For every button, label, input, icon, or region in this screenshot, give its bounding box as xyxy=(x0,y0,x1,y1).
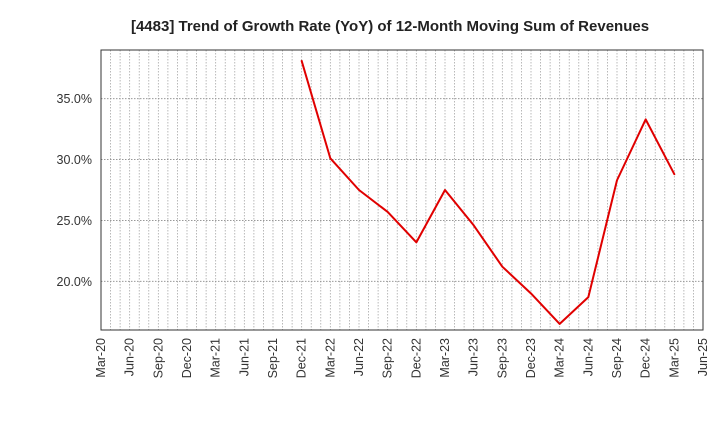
y-tick-label: 25.0% xyxy=(57,214,92,228)
y-tick-label: 35.0% xyxy=(57,92,92,106)
gridlines xyxy=(100,50,704,330)
plot-frame xyxy=(100,49,704,331)
y-tick-label: 20.0% xyxy=(57,275,92,289)
chart-title: [4483] Trend of Growth Rate (YoY) of 12-… xyxy=(131,18,649,35)
series-line xyxy=(300,59,676,325)
plot-area xyxy=(101,50,703,330)
series-layer xyxy=(300,59,676,325)
x-tick-label: Sep-22 xyxy=(381,338,395,378)
x-tick-label: Jun-25 xyxy=(696,338,710,376)
x-tick-label: Mar-25 xyxy=(667,338,681,378)
axes xyxy=(100,49,704,331)
x-tick-label: Jun-21 xyxy=(237,338,251,376)
x-tick-label: Sep-21 xyxy=(266,338,280,378)
x-tick-label: Dec-22 xyxy=(409,338,423,378)
x-tick-label: Mar-24 xyxy=(553,338,567,378)
x-tick-label: Mar-20 xyxy=(94,338,108,378)
tick-labels: Mar-20 Jun-20 Sep-20 Dec-20 Mar-21 Jun-21 Sep-… xyxy=(57,92,710,378)
x-tick-label: Jun-23 xyxy=(467,338,481,376)
x-tick-label: Jun-22 xyxy=(352,338,366,376)
x-tick-label: Jun-24 xyxy=(581,338,595,376)
x-tick-label: Dec-20 xyxy=(180,338,194,378)
x-tick-label: Dec-24 xyxy=(639,338,653,378)
x-tick-label: Sep-20 xyxy=(151,338,165,378)
x-tick-label: Dec-21 xyxy=(295,338,309,378)
x-tick-label: Mar-23 xyxy=(438,338,452,378)
x-tick-label: Dec-23 xyxy=(524,338,538,378)
x-tick-label: Mar-22 xyxy=(323,338,337,378)
x-tick-label: Sep-23 xyxy=(495,338,509,378)
x-tick-label: Jun-20 xyxy=(123,338,137,376)
y-tick-label: 30.0% xyxy=(57,153,92,167)
x-tick-label: Sep-24 xyxy=(610,338,624,378)
x-tick-label: Mar-21 xyxy=(209,338,223,378)
